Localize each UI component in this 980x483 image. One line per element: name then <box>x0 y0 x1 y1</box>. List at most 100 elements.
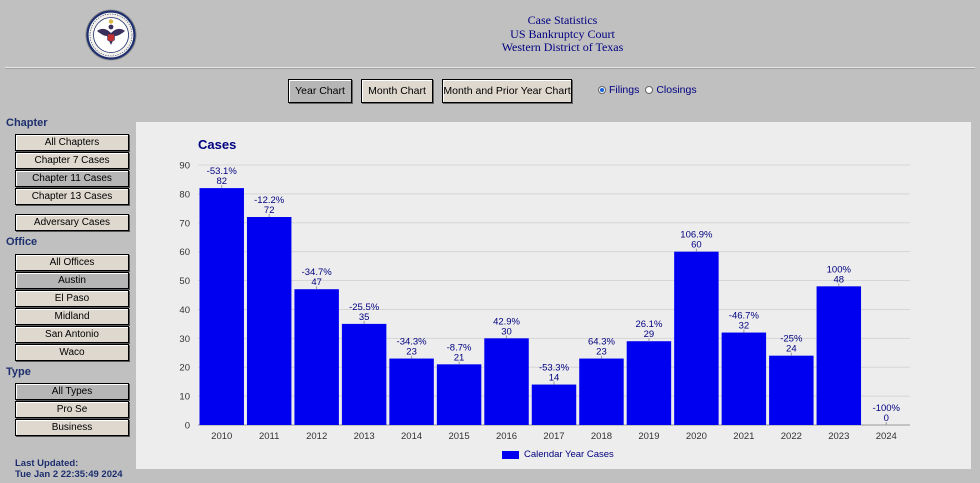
x-tick-label: 2010 <box>211 431 232 442</box>
y-tick-label: 20 <box>179 363 190 374</box>
filings-radio-label[interactable]: Filings <box>609 84 640 96</box>
chart-legend: Calendar Year Cases <box>502 449 614 460</box>
header-divider <box>5 67 975 69</box>
percent-change-label: 26.1% <box>635 319 662 330</box>
chapter-7-button[interactable]: Chapter 7 Cases <box>15 152 129 169</box>
x-tick-label: 2015 <box>448 431 469 442</box>
bar <box>389 358 434 425</box>
business-button[interactable]: Business <box>15 419 129 436</box>
value-label: 48 <box>834 274 845 285</box>
percent-change-label: -34.3% <box>397 337 428 348</box>
title-line-2: US Bankruptcy Court <box>510 26 615 41</box>
austin-button[interactable]: Austin <box>15 272 129 289</box>
y-tick-label: 70 <box>179 218 190 229</box>
last-updated-label: Last Updated: <box>15 458 79 469</box>
value-label: 82 <box>216 176 227 187</box>
y-tick-label: 30 <box>179 334 190 345</box>
bar <box>769 355 814 425</box>
pro-se-button[interactable]: Pro Se <box>15 401 129 418</box>
court-seal-logo <box>85 9 137 61</box>
x-tick-label: 2019 <box>638 431 659 442</box>
percent-change-label: -34.7% <box>302 267 333 278</box>
percent-change-label: -12.2% <box>254 195 285 206</box>
title-line-3: Western District of Texas <box>501 40 624 54</box>
bar <box>484 338 529 425</box>
all-types-button[interactable]: All Types <box>15 383 129 400</box>
value-label: 24 <box>786 344 797 355</box>
office-heading: Office <box>6 236 38 248</box>
x-tick-label: 2012 <box>306 431 327 442</box>
bar <box>246 217 292 425</box>
percent-change-label: -53.1% <box>207 166 238 177</box>
last-updated-value: Tue Jan 2 22:35:49 2024 <box>15 469 123 480</box>
value-label: 72 <box>264 205 275 216</box>
legend-swatch <box>502 450 519 459</box>
filings-closings-toggle: Filings Closings <box>598 84 697 96</box>
last-updated: Last Updated: Tue Jan 2 22:35:49 2024 <box>15 458 123 480</box>
x-tick-label: 2016 <box>496 431 517 442</box>
value-label: 14 <box>549 373 560 384</box>
month-prior-year-chart-button[interactable]: Month and Prior Year Chart <box>442 79 572 103</box>
chapter-13-button[interactable]: Chapter 13 Cases <box>15 188 129 205</box>
bar <box>531 384 577 425</box>
x-tick-label: 2021 <box>733 431 754 442</box>
bar <box>199 188 244 425</box>
value-label: 35 <box>359 312 370 323</box>
percent-change-label: 106.9% <box>680 230 713 241</box>
month-chart-button[interactable]: Month Chart <box>361 79 433 103</box>
chapter-11-button[interactable]: Chapter 11 Cases <box>15 170 129 187</box>
waco-button[interactable]: Waco <box>15 344 129 361</box>
x-tick-label: 2023 <box>828 431 849 442</box>
value-label: 60 <box>691 240 702 251</box>
y-tick-label: 0 <box>185 421 190 432</box>
percent-change-label: -25% <box>780 334 803 345</box>
value-label: 23 <box>596 347 607 358</box>
bar <box>721 332 767 425</box>
bar <box>341 323 387 425</box>
percent-change-label: -100% <box>873 403 901 414</box>
y-tick-label: 50 <box>179 276 190 287</box>
san-antonio-button[interactable]: San Antonio <box>15 326 129 343</box>
midland-button[interactable]: Midland <box>15 308 129 325</box>
value-label: 47 <box>311 277 322 288</box>
x-tick-label: 2020 <box>686 431 707 442</box>
value-label: 32 <box>739 321 750 332</box>
closings-radio-label[interactable]: Closings <box>656 84 697 96</box>
x-tick-label: 2014 <box>401 431 422 442</box>
closings-radio[interactable] <box>645 86 654 94</box>
y-tick-label: 10 <box>179 392 190 403</box>
filings-radio[interactable] <box>598 86 606 94</box>
percent-change-label: 42.9% <box>493 316 520 327</box>
all-offices-button[interactable]: All Offices <box>15 254 129 271</box>
bar <box>816 286 862 425</box>
adversary-cases-button[interactable]: Adversary Cases <box>15 214 129 231</box>
x-tick-label: 2018 <box>591 431 612 442</box>
chapter-heading: Chapter <box>6 117 48 129</box>
chart-panel: Cases 0 10 20 30 40 50 60 70 80 90 -53.1% 82 2010 -12… <box>136 122 971 469</box>
bar <box>626 341 672 425</box>
x-tick-label: 2011 <box>259 431 279 442</box>
type-heading: Type <box>6 366 31 378</box>
page-title: Case Statistics US Bankruptcy Court West… <box>430 13 695 55</box>
y-tick-label: 40 <box>179 305 190 316</box>
value-label: 0 <box>884 413 889 424</box>
el-paso-button[interactable]: El Paso <box>15 290 129 307</box>
y-tick-label: 90 <box>179 161 190 172</box>
bar-chart: 0 10 20 30 40 50 60 70 80 90 -53.1%82 2010 -12.2%72 2… <box>179 161 910 442</box>
percent-change-label: -46.7% <box>729 311 760 322</box>
percent-change-label: -8.7% <box>447 342 472 353</box>
title-line-1: Case Statistics <box>527 13 598 27</box>
value-label: 30 <box>501 326 512 337</box>
percent-change-label: -53.3% <box>539 363 570 374</box>
chart-title: Cases <box>198 137 237 152</box>
year-chart-button[interactable]: Year Chart <box>288 79 352 103</box>
percent-change-label: -25.5% <box>349 302 380 313</box>
all-chapters-button[interactable]: All Chapters <box>15 134 129 151</box>
bar <box>579 358 624 425</box>
y-tick-label: 80 <box>179 189 190 200</box>
legend-label: Calendar Year Cases <box>524 449 614 460</box>
x-tick-label: 2013 <box>354 431 375 442</box>
percent-change-label: 64.3% <box>588 337 615 348</box>
y-tick-label: 60 <box>179 247 190 258</box>
x-tick-label: 2022 <box>781 431 802 442</box>
